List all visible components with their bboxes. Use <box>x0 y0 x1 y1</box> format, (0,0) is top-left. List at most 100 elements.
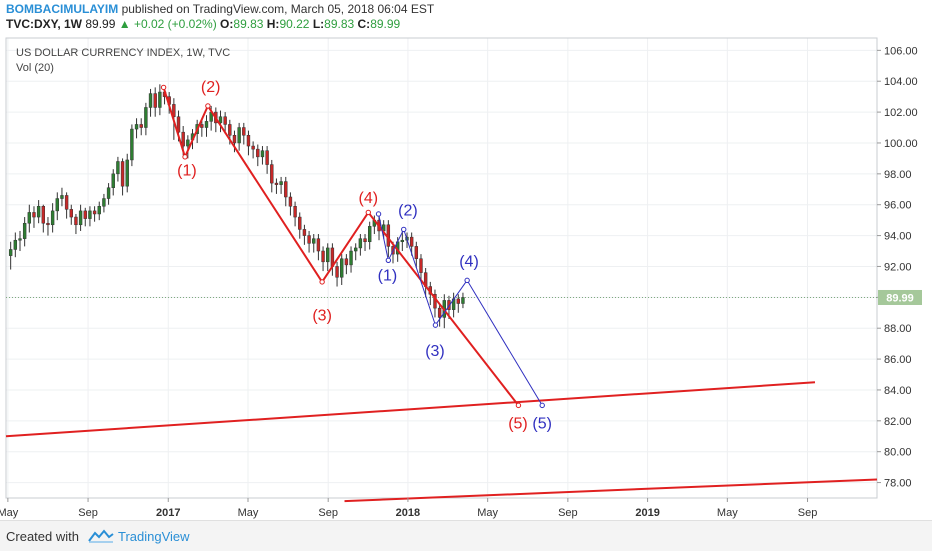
candle <box>130 124 134 167</box>
candle <box>36 200 41 224</box>
time-axis[interactable]: May Sep 2017 May Sep 2018 May Sep 2019 May Sep <box>0 498 817 519</box>
price-chart[interactable]: US DOLLAR CURRENCY INDEX, 1W, TVC Vol (2… <box>0 33 932 520</box>
candle <box>186 135 190 159</box>
y-tick-label: 78.00 <box>884 478 912 490</box>
candle <box>288 192 293 216</box>
x-tick-label: Sep <box>798 507 818 519</box>
x-tick-label: Sep <box>318 507 338 519</box>
candle-body <box>176 116 181 133</box>
candle-body <box>326 247 330 263</box>
candle <box>349 246 353 273</box>
candle <box>246 130 251 156</box>
candle <box>111 169 115 196</box>
candle <box>344 254 349 275</box>
x-tick-label: 2019 <box>635 507 659 519</box>
candle <box>18 230 22 252</box>
candle <box>312 234 316 253</box>
y-tick-label: 84.00 <box>884 385 912 397</box>
candle-body <box>437 307 442 318</box>
candle <box>41 204 45 233</box>
candle <box>158 84 162 116</box>
candle <box>330 243 335 276</box>
candle <box>125 153 129 193</box>
red-wave-node <box>515 402 522 409</box>
candle-body <box>274 182 279 185</box>
candle-body <box>237 127 241 144</box>
candle <box>321 246 325 272</box>
candle-body <box>242 127 246 136</box>
price-change: +0.02 (+0.02%) <box>133 17 217 31</box>
candle-body <box>144 107 148 128</box>
candle-body <box>298 216 302 230</box>
red-wave-label: (3) <box>312 307 332 324</box>
chart-title: US DOLLAR CURRENCY INDEX, 1W, TVC <box>16 47 230 59</box>
candle-body <box>251 145 255 150</box>
candle-body <box>78 210 83 226</box>
red-wave-label: (1) <box>177 162 197 179</box>
candle <box>340 254 344 285</box>
candle <box>358 234 363 256</box>
candle-body <box>307 235 311 244</box>
candle-body <box>83 210 87 219</box>
candle <box>50 203 55 233</box>
candle <box>326 243 330 272</box>
candle-body <box>270 164 274 184</box>
tradingview-logo-icon[interactable] <box>88 529 114 543</box>
candle-body <box>363 238 367 243</box>
candle <box>83 207 87 227</box>
candle <box>414 241 419 268</box>
current-price-tag: 89.99 <box>878 289 922 305</box>
candle <box>419 254 423 282</box>
candle <box>92 206 97 222</box>
candle-body <box>358 238 363 249</box>
red-wave-node <box>205 103 211 109</box>
red-wave-node <box>365 209 371 216</box>
candle-body <box>340 258 344 278</box>
symbol-label: TVC:DXY, 1W <box>6 17 83 31</box>
blue-wave-node <box>401 226 407 233</box>
candle-body <box>102 198 106 207</box>
candle <box>251 141 255 159</box>
candle-body <box>279 181 283 185</box>
candle <box>55 192 59 221</box>
blue-wave-node <box>539 402 545 409</box>
created-with-text: Created with <box>6 529 79 544</box>
candle <box>293 201 297 227</box>
candle <box>307 230 311 253</box>
candle-body <box>158 91 162 108</box>
up-triangle-icon: ▲ <box>118 17 131 31</box>
blue-wave-node <box>385 257 392 263</box>
candle <box>298 212 302 239</box>
y-tick-label: 86.00 <box>884 354 912 366</box>
author-name[interactable]: BOMBACIMULAYIM <box>6 2 119 16</box>
tradingview-link[interactable]: TradingView <box>118 529 190 544</box>
y-tick-label: 98.00 <box>884 169 912 181</box>
candle <box>148 88 153 117</box>
candle <box>204 115 209 137</box>
y-tick-label: 100.00 <box>884 138 918 150</box>
candle <box>274 178 279 194</box>
plot-frame <box>5 37 878 499</box>
candle-body <box>312 238 316 244</box>
candle <box>354 243 358 261</box>
candle <box>218 110 223 133</box>
candle-body <box>344 258 349 266</box>
candle-body <box>111 173 115 188</box>
candle <box>270 159 274 193</box>
candle <box>97 201 101 221</box>
price-axis[interactable]: 106.00 104.00 102.00 100.00 98.00 96.00 94.00 9… <box>877 38 932 498</box>
x-tick-label: May <box>717 507 738 519</box>
x-tick-label: May <box>238 507 259 519</box>
blue-wave-node <box>464 277 470 284</box>
candle <box>260 146 265 165</box>
candle-body <box>200 124 204 128</box>
candle-body <box>8 249 13 256</box>
candle-body <box>97 206 101 215</box>
candle <box>265 146 269 174</box>
high-value: 90.22 <box>279 17 310 31</box>
candle-body <box>447 300 451 310</box>
ohlc-values: O:89.83 H:90.22 L:89.83 C:89.99 <box>220 17 401 31</box>
candle-body <box>116 161 120 175</box>
candle <box>64 192 69 219</box>
candle <box>69 204 73 225</box>
